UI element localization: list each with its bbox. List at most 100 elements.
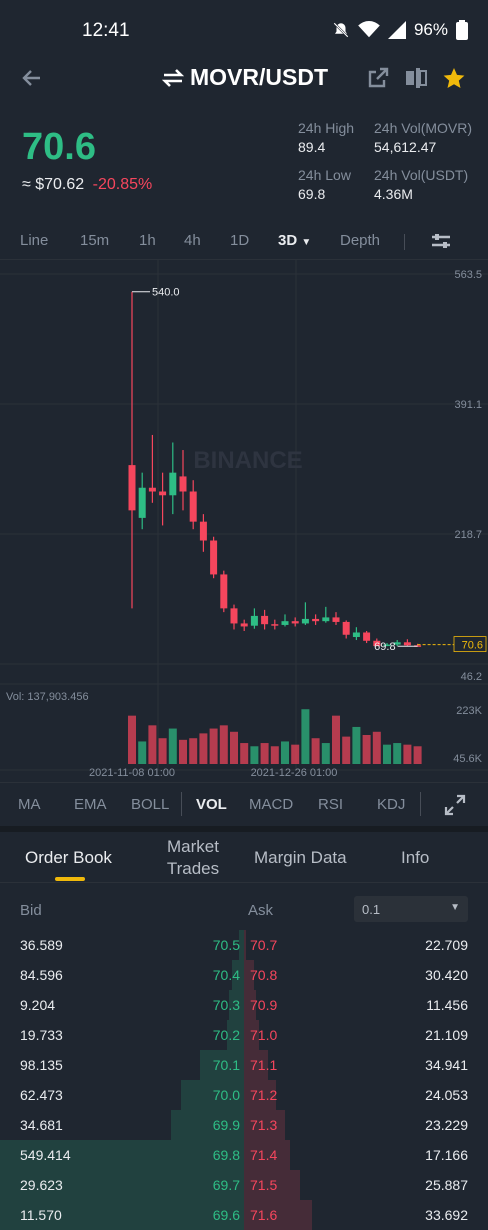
bid-header: Bid xyxy=(20,902,42,919)
tab-15m[interactable]: 15m xyxy=(80,232,110,249)
orderbook-row[interactable]: 549.414 69.8 71.4 17.166 xyxy=(0,1140,488,1170)
tab-market-trades[interactable]: Market Trades xyxy=(166,837,220,878)
candle-body xyxy=(189,491,197,522)
orderbook-row[interactable]: 9.204 70.3 70.9 11.456 xyxy=(0,990,488,1020)
tab-1h[interactable]: 1h xyxy=(139,232,156,249)
volume-bar xyxy=(189,738,198,764)
ask-depth-bar xyxy=(244,960,254,990)
ask-header: Ask xyxy=(248,902,274,919)
pair-selector[interactable]: MOVR/USDT xyxy=(162,64,328,91)
volume-bar xyxy=(362,735,371,764)
candle-body xyxy=(179,476,187,492)
tab-order-book[interactable]: Order Book xyxy=(25,848,112,867)
favorite-star-icon[interactable] xyxy=(442,66,466,90)
price-axis-label: 391.1 xyxy=(454,399,482,411)
low-value: 69.8 xyxy=(298,186,326,202)
tab-3d[interactable]: 3D ▼ xyxy=(278,232,311,249)
orderbook-row[interactable]: 36.589 70.5 70.7 22.709 xyxy=(0,930,488,960)
battery-percent: 96% xyxy=(413,20,448,39)
ask-quantity: 22.709 xyxy=(425,937,468,953)
ask-quantity: 24.053 xyxy=(425,1087,468,1103)
tab-divider xyxy=(420,792,421,816)
candle-body xyxy=(393,642,401,645)
divider xyxy=(0,782,488,783)
volume-bar xyxy=(332,715,340,764)
volume-bar xyxy=(138,741,147,764)
ask-quantity: 33.692 xyxy=(425,1207,468,1223)
bid-quantity: 19.733 xyxy=(20,1027,63,1043)
wifi-icon xyxy=(358,21,380,38)
ask-depth-bar xyxy=(244,1110,285,1140)
swap-icon xyxy=(162,68,184,87)
vol-base-value: 54,612.47 xyxy=(374,139,437,155)
ask-quantity: 30.420 xyxy=(425,967,468,983)
interval-tabs: Line 15m 1h 4h 1D 3D ▼ Depth xyxy=(0,228,488,256)
orderbook-row[interactable]: 11.570 69.6 71.6 33.692 xyxy=(0,1200,488,1230)
tab-boll[interactable]: BOLL xyxy=(131,796,170,813)
orderbook-row[interactable]: 19.733 70.2 71.0 21.109 xyxy=(0,1020,488,1050)
share-icon[interactable] xyxy=(366,66,390,90)
bid-depth-bar xyxy=(232,960,244,990)
ask-price: 71.2 xyxy=(250,1087,278,1103)
tab-divider xyxy=(404,234,405,250)
volume-bar xyxy=(383,744,391,764)
precision-select[interactable]: 0.1 ▼ xyxy=(354,896,468,922)
bid-price: 70.3 xyxy=(212,997,240,1013)
ask-price: 71.4 xyxy=(250,1147,278,1163)
volume-bar xyxy=(209,728,218,764)
tab-kdj[interactable]: KDJ xyxy=(377,796,406,813)
back-arrow-icon[interactable] xyxy=(20,66,44,90)
candle-body xyxy=(210,540,218,575)
bid-depth-bar xyxy=(239,930,244,960)
ask-price: 71.0 xyxy=(250,1027,278,1043)
switch-view-icon[interactable] xyxy=(404,66,428,90)
vol-quote-label: 24h Vol(USDT) xyxy=(374,167,469,183)
tab-info[interactable]: Info xyxy=(401,848,430,867)
tab-margin-data[interactable]: Margin Data xyxy=(254,848,347,867)
tab-rsi[interactable]: RSI xyxy=(318,796,344,813)
settings-sliders-icon[interactable] xyxy=(430,230,452,252)
volume-label: Vol: 137,903.456 xyxy=(6,691,89,703)
tab-line[interactable]: Line xyxy=(20,232,49,249)
volume-bar xyxy=(311,738,320,764)
tab-macd[interactable]: MACD xyxy=(249,796,294,813)
orderbook-row[interactable]: 62.473 70.0 71.2 24.053 xyxy=(0,1080,488,1110)
tab-depth[interactable]: Depth xyxy=(340,232,381,249)
candlestick-chart[interactable]: BINANCE 563.5 391.1 218.7 46.2 540.0 69.8 70.6 V… xyxy=(0,260,488,780)
candle-body xyxy=(373,640,381,647)
tab-ma[interactable]: MA xyxy=(18,796,41,813)
orderbook-row[interactable]: 29.623 69.7 71.5 25.887 xyxy=(0,1170,488,1200)
tab-1d[interactable]: 1D xyxy=(230,232,250,249)
bid-depth-bar xyxy=(181,1080,244,1110)
tab-vol[interactable]: VOL xyxy=(196,796,227,813)
bid-depth-bar xyxy=(229,990,244,1020)
ask-depth-bar xyxy=(244,1050,268,1080)
date-label: 2021-12-26 01:00 xyxy=(251,767,338,779)
tab-4h[interactable]: 4h xyxy=(184,232,201,249)
volume-bar xyxy=(342,736,351,764)
ask-depth-bar xyxy=(244,1170,300,1200)
volume-bar xyxy=(230,731,238,764)
candle-body xyxy=(322,617,330,622)
orderbook-tabs: Order Book Market Trades Margin Data Inf… xyxy=(0,832,488,882)
orderbook-row[interactable]: 98.135 70.1 71.1 34.941 xyxy=(0,1050,488,1080)
orderbook-row[interactable]: 34.681 69.9 71.3 23.229 xyxy=(0,1110,488,1140)
tab-ema[interactable]: EMA xyxy=(74,796,107,813)
ask-price: 71.5 xyxy=(250,1177,278,1193)
volume-bar xyxy=(158,738,167,764)
ask-quantity: 23.229 xyxy=(425,1117,468,1133)
candle-body xyxy=(291,621,299,624)
candle-body xyxy=(383,644,391,647)
active-tab-indicator xyxy=(55,877,85,881)
tab-3d-label: 3D xyxy=(278,232,298,249)
orderbook-row[interactable]: 84.596 70.4 70.8 30.420 xyxy=(0,960,488,990)
volume-bar xyxy=(260,743,269,764)
battery-icon xyxy=(456,20,468,40)
ask-depth-bar xyxy=(244,930,246,960)
candle-body xyxy=(403,642,411,646)
ask-quantity: 25.887 xyxy=(425,1177,468,1193)
fullscreen-icon[interactable] xyxy=(444,794,466,816)
bid-depth-bar xyxy=(171,1110,244,1140)
bid-price: 69.6 xyxy=(212,1207,240,1223)
bid-price: 70.5 xyxy=(212,937,240,953)
